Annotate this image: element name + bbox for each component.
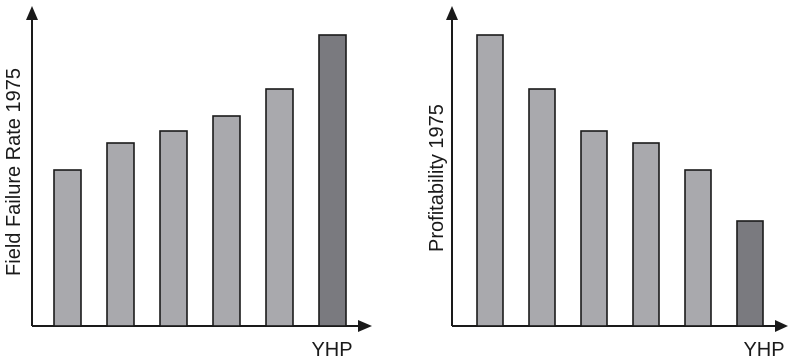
bar <box>212 115 241 327</box>
bar-yhp <box>318 34 347 327</box>
y-axis-arrow <box>446 6 458 20</box>
bar <box>528 88 556 327</box>
y-axis-label: Field Failure Rate 1975 <box>3 68 25 276</box>
bar <box>53 169 82 327</box>
bar-yhp <box>736 220 764 327</box>
x-axis-arrow <box>358 320 372 332</box>
bar <box>159 130 188 327</box>
chart-panel-profitability: Profitability 1975 YHP <box>426 6 788 361</box>
chart-panel-field-failure-rate: Field Failure Rate 1975 YHP <box>3 6 372 361</box>
bar <box>580 130 608 327</box>
bar <box>265 88 294 327</box>
x-axis-label: YHP <box>743 339 784 361</box>
bar <box>106 142 135 327</box>
bar-group <box>476 34 764 327</box>
bar <box>684 169 712 327</box>
bar <box>632 142 660 327</box>
y-axis-label: Profitability 1975 <box>426 104 448 252</box>
x-axis-arrow <box>775 320 788 332</box>
bar-group <box>53 34 347 327</box>
bar <box>476 34 504 327</box>
x-axis-label: YHP <box>311 339 352 361</box>
y-axis-arrow <box>26 6 38 20</box>
